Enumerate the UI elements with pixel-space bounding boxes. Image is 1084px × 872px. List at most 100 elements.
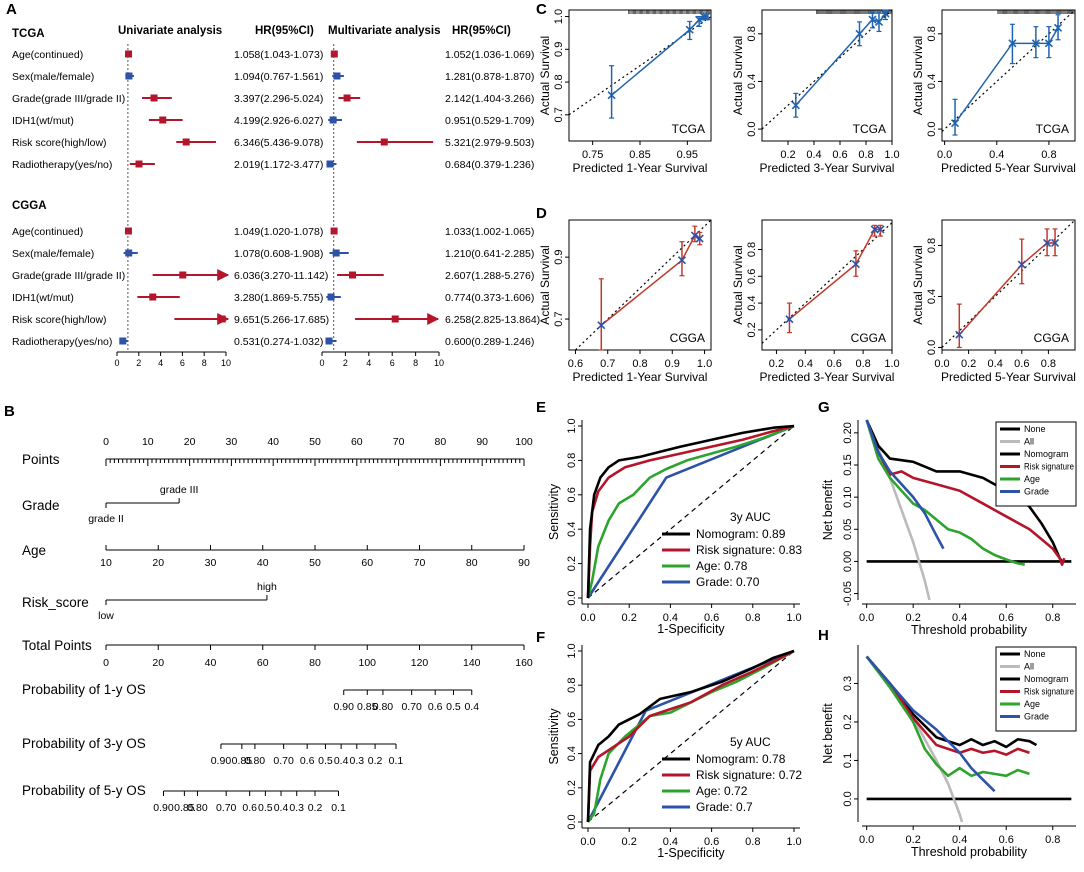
legend-colon: : <box>729 800 736 814</box>
calibration-point <box>868 15 877 24</box>
legend-label: Grade: 0.7 <box>696 800 753 814</box>
group-label-cgga: CGGA <box>12 200 47 212</box>
probability-tick-label: 0.4 <box>274 802 289 814</box>
dca-curve-nomogram <box>865 655 1038 749</box>
probability-tick-label: 0.80 <box>187 802 208 814</box>
probability-tick-label: 0.90 <box>211 755 232 767</box>
hr-uni-value: 1.049(1.020-1.078) <box>234 226 323 238</box>
x-tick-label-multi: 6 <box>390 358 395 368</box>
point-x <box>1044 39 1053 48</box>
legend-label: Grade <box>1024 712 1049 722</box>
legend-series-name: Grade <box>696 800 730 814</box>
legend-colon: : <box>772 768 779 782</box>
x-tick-label: 0.8 <box>1045 612 1060 624</box>
y-tick-label: 0.7 <box>553 107 565 122</box>
hr-point-multi <box>349 271 357 279</box>
y-axis-title: Actual Survival <box>911 36 925 115</box>
y-tick-label: 0.9 <box>553 249 565 264</box>
hr-point-uni <box>182 138 190 146</box>
dca-curve-risk-signature <box>865 655 1030 756</box>
y-tick-label: 0.0 <box>566 590 578 605</box>
probability-tick-label: 0.70 <box>216 802 237 814</box>
y-axis-title: Sensitivity <box>547 708 561 765</box>
nomogram-row-label: Age <box>22 543 46 558</box>
x-tick-label: 0.4 <box>663 836 678 848</box>
hr-multi-value: 2.607(1.288-5.276) <box>445 270 534 282</box>
y-tick-label: 0.05 <box>842 519 854 540</box>
dca-panel-2: 0.0 0.2 0.4 0.6 0.8 0.0 0.1 0.2 0.3 Threshold pro… <box>821 645 1077 859</box>
row-label: Grade(grade III/grade II) <box>12 270 125 282</box>
points-tick-label: 50 <box>309 436 321 448</box>
probability-tick-label: 0.90 <box>153 802 174 814</box>
legend-title: 3y AUC <box>730 510 771 524</box>
panel-label-a: A <box>6 1 17 18</box>
row-label: Age(continued) <box>12 49 83 61</box>
calibration-panel-tcga-3: 0.0 0.4 0.8 0.0 0.4 0.8 TCGA Predicted 5-Year S… <box>911 9 1076 175</box>
x-tick-label: 0.6 <box>704 836 719 848</box>
x-axis-title: Predicted 3-Year Survival <box>760 370 895 384</box>
hr-point-uni <box>125 50 133 58</box>
legend-auc: 0.78 <box>762 752 786 766</box>
point-x <box>868 15 877 24</box>
hr-point-uni <box>149 293 157 301</box>
hr-point-multi <box>327 293 335 301</box>
x-tick-label: 1.0 <box>786 836 801 848</box>
x-tick-label: 0.0 <box>859 834 874 846</box>
x-axis-title: Predicted 3-Year Survival <box>760 161 895 175</box>
roc-curve-grade <box>586 424 795 599</box>
x-axis-title: Threshold probability <box>911 623 1028 637</box>
nomogram-row-label: Probability of 3-y OS <box>22 736 146 751</box>
panel-label-e: E <box>536 399 546 416</box>
y-axis-title: Actual Survival <box>731 245 745 324</box>
hr-uni-value: 2.019(1.172-3.477) <box>234 159 323 171</box>
point-x <box>607 91 616 100</box>
total-points-tick-label: 80 <box>309 657 321 669</box>
points-tick-label: 40 <box>267 436 279 448</box>
x-tick-label: 0.2 <box>961 358 976 370</box>
legend-label: Risk signature: 0.72 <box>696 768 802 782</box>
y-tick-label: 0.8 <box>553 74 565 89</box>
dca-curve-age <box>865 655 1030 778</box>
hr-header-multi: HR(95%CI) <box>452 25 511 37</box>
hr-point-uni <box>218 315 226 323</box>
x-tick-label: 0.8 <box>1041 358 1056 370</box>
legend-colon: : <box>755 752 762 766</box>
y-tick-label: 0.6 <box>566 487 578 502</box>
total-points-tick-label: 120 <box>411 657 429 669</box>
hr-uni-value: 1.078(0.608-1.908) <box>234 248 323 260</box>
y-tick-label: 0.0 <box>926 340 938 355</box>
x-tick-label-multi: 2 <box>343 358 348 368</box>
level-label-high: grade III <box>160 484 199 496</box>
forest-plot: Univariate analysis HR(95%CI) Multivariate… <box>12 25 540 368</box>
calibration-point <box>785 315 794 324</box>
point-x <box>955 330 964 339</box>
hr-point-multi <box>333 72 341 80</box>
probability-tick-label: 0.5 <box>446 701 461 713</box>
y-tick-label: 0.1 <box>842 753 854 768</box>
x-tick-label: 0.2 <box>780 149 795 161</box>
x-tick-label: 0.0 <box>580 836 595 848</box>
calibration-line <box>788 228 881 320</box>
dca-legend: None All Nomogram Risk signature Age Grade <box>995 646 1077 732</box>
legend-colon: : <box>717 784 724 798</box>
y-tick-label: 0.8 <box>746 242 758 257</box>
point-x <box>695 234 704 243</box>
hr-multi-value: 1.033(1.002-1.065) <box>445 226 534 238</box>
calibration-point <box>881 9 890 18</box>
y-tick-label: 0.00 <box>842 551 854 572</box>
x-tick-label: 0.85 <box>629 149 650 161</box>
point-x <box>1008 39 1017 48</box>
legend-label: Age <box>1024 699 1040 709</box>
calibration-point <box>702 12 711 21</box>
panel-label-g: G <box>818 399 830 416</box>
calibration-panel-tcga-2: 0.2 0.4 0.6 0.8 1.0 0.0 0.4 0.8 TCGA Predicted 3-… <box>731 9 900 175</box>
x-tick-label-multi: 4 <box>366 358 371 368</box>
y-tick-label: 0.0 <box>926 121 938 136</box>
y-tick-label: -0.05 <box>842 581 854 606</box>
total-points-tick-label: 20 <box>152 657 164 669</box>
x-tick-label: 0.95 <box>677 149 698 161</box>
x-axis-title: Predicted 5-Year Survival <box>941 161 1076 175</box>
hr-multi-value: 1.281(0.878-1.870) <box>445 71 534 83</box>
calibration-point <box>1008 39 1017 48</box>
